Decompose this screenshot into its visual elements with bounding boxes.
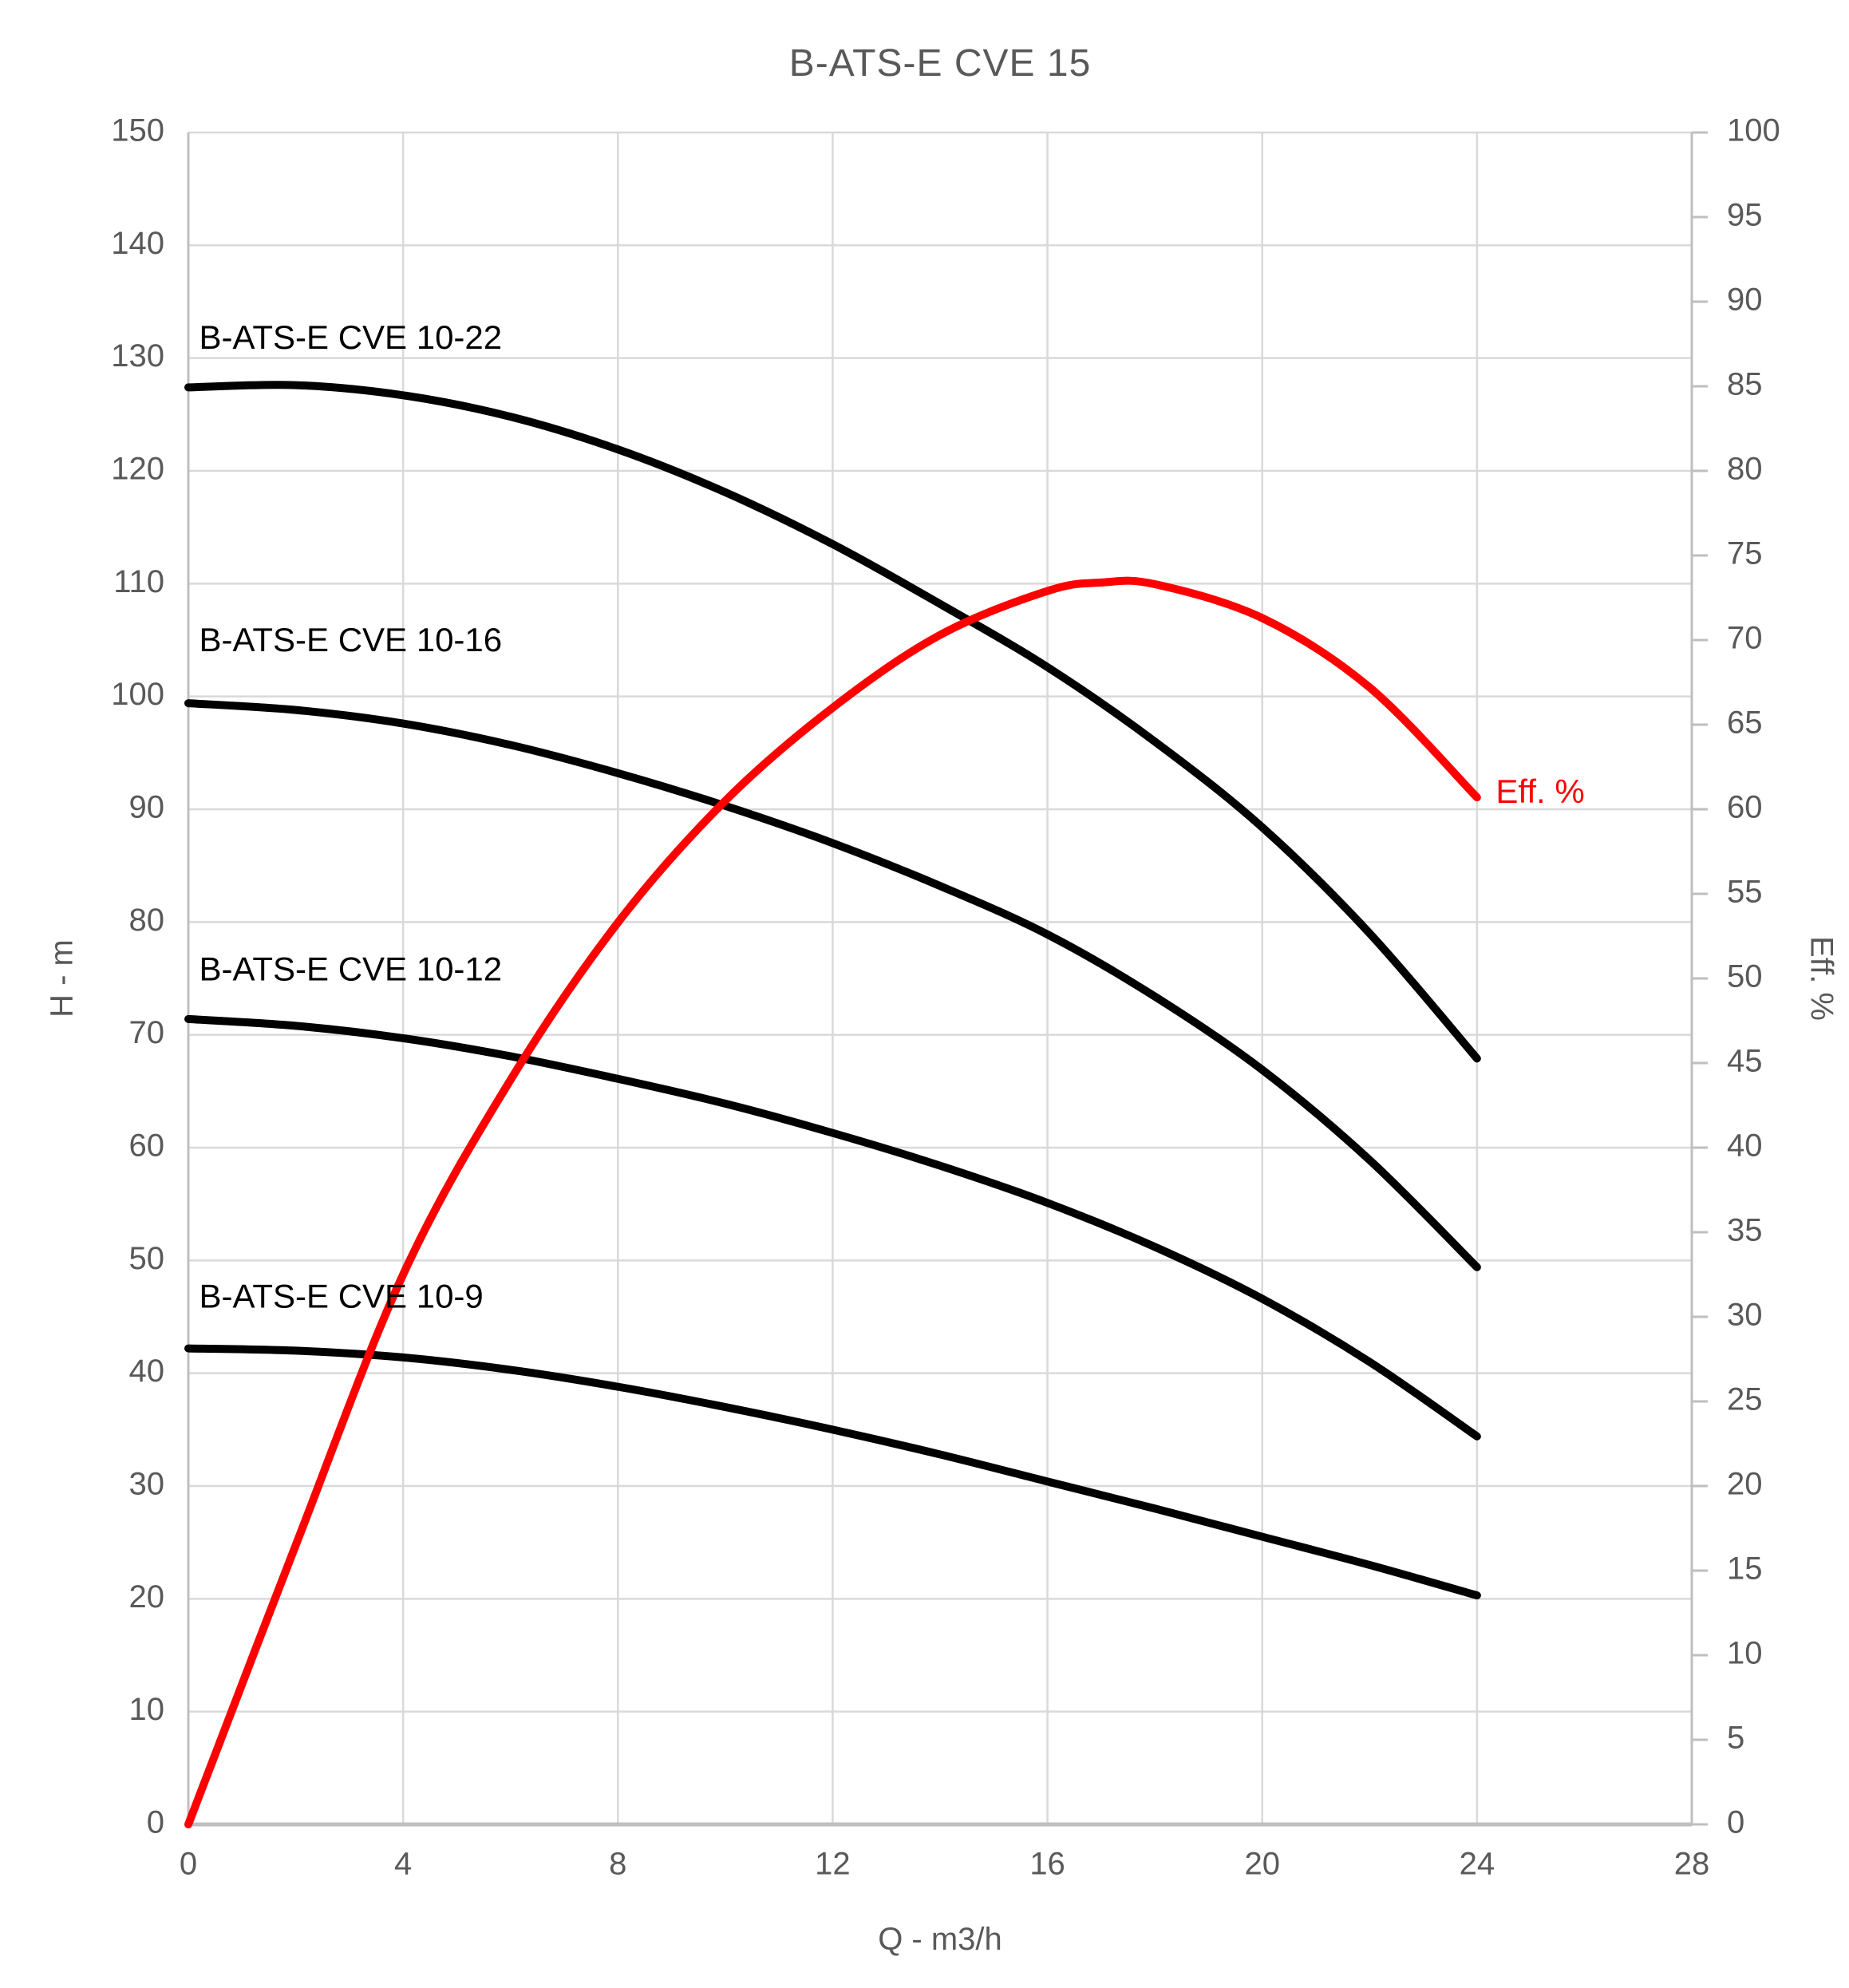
left-axis-tick-label: 10 <box>129 1692 165 1727</box>
left-axis-tick-label: 50 <box>129 1241 165 1276</box>
series-curve-b-ats-e-cve-10-22 <box>184 381 1481 1063</box>
series-curve-eff- <box>184 576 1481 1828</box>
series-label-b-ats-e-cve-10-9: B-ATS-E CVE 10-9 <box>199 1277 483 1314</box>
x-axis-tick-label: 0 <box>180 1847 197 1882</box>
x-axis-tick-label: 12 <box>815 1847 851 1882</box>
right-axis-tick-label: 5 <box>1727 1721 1744 1756</box>
left-y-axis-title: H - m <box>44 939 80 1018</box>
right-axis-tick-label: 25 <box>1727 1382 1763 1417</box>
right-axis-tick-label: 75 <box>1727 536 1763 571</box>
right-axis-tick-label: 70 <box>1727 621 1763 656</box>
series-label-b-ats-e-cve-10-22: B-ATS-E CVE 10-22 <box>199 318 502 356</box>
left-axis-tick-label: 110 <box>113 564 164 599</box>
x-axis-tick-label: 8 <box>609 1847 626 1882</box>
right-axis-tick-label: 35 <box>1727 1213 1763 1248</box>
series-label-b-ats-e-cve-10-16: B-ATS-E CVE 10-16 <box>199 621 502 658</box>
right-axis-tick-label: 15 <box>1727 1551 1763 1587</box>
right-axis-tick-label: 60 <box>1727 790 1763 825</box>
right-axis-tick-label: 90 <box>1727 283 1763 318</box>
left-axis-tick-label: 20 <box>129 1579 165 1615</box>
left-axis-tick-label: 70 <box>129 1015 165 1050</box>
right-axis-tick-label: 0 <box>1727 1805 1744 1840</box>
right-axis-tick-label: 10 <box>1727 1636 1763 1671</box>
right-y-axis-title: Eff. % <box>1804 936 1839 1021</box>
x-axis-tick-label: 4 <box>394 1847 412 1882</box>
right-axis-tick-label: 40 <box>1727 1128 1763 1164</box>
left-axis-tick-label: 150 <box>111 113 164 148</box>
chart-title: B-ATS-E CVE 15 <box>788 42 1092 85</box>
left-axis-tick-label: 40 <box>129 1354 165 1389</box>
left-axis-tick-label: 0 <box>147 1805 164 1840</box>
left-axis-tick-label: 130 <box>111 338 164 373</box>
right-axis-tick-label: 45 <box>1727 1044 1763 1079</box>
right-axis-tick-label: 50 <box>1727 959 1763 994</box>
left-axis-tick-label: 80 <box>129 903 165 938</box>
series-curve-b-ats-e-cve-10-9 <box>184 1344 1481 1600</box>
left-axis-tick-label: 30 <box>129 1467 165 1502</box>
left-axis-tick-label: 100 <box>111 677 164 712</box>
right-axis-tick-label: 65 <box>1727 705 1763 741</box>
left-axis-tick-label: 60 <box>129 1128 165 1164</box>
x-axis-title: Q - m3/h <box>878 1922 1002 1957</box>
x-axis-tick-label: 20 <box>1244 1847 1280 1882</box>
series-label-eff-: Eff. % <box>1495 773 1584 810</box>
left-axis-tick-label: 90 <box>129 790 165 825</box>
series-label-b-ats-e-cve-10-12: B-ATS-E CVE 10-12 <box>199 951 502 988</box>
x-axis-tick-label: 24 <box>1460 1847 1495 1882</box>
series-curve-b-ats-e-cve-10-12 <box>184 1014 1481 1441</box>
right-axis-tick-label: 95 <box>1727 198 1763 233</box>
right-axis-tick-label: 20 <box>1727 1467 1763 1502</box>
series-curve-b-ats-e-cve-10-16 <box>184 699 1481 1271</box>
left-axis-tick-label: 140 <box>111 226 164 261</box>
right-axis-tick-label: 30 <box>1727 1298 1763 1333</box>
right-axis-tick-label: 100 <box>1727 113 1780 148</box>
x-axis-tick-label: 28 <box>1674 1847 1710 1882</box>
right-axis-tick-label: 85 <box>1727 367 1763 402</box>
right-axis-tick-label: 80 <box>1727 452 1763 487</box>
x-axis-tick-label: 16 <box>1029 1847 1065 1882</box>
left-axis-tick-label: 120 <box>111 452 164 487</box>
right-axis-tick-label: 55 <box>1727 875 1763 910</box>
